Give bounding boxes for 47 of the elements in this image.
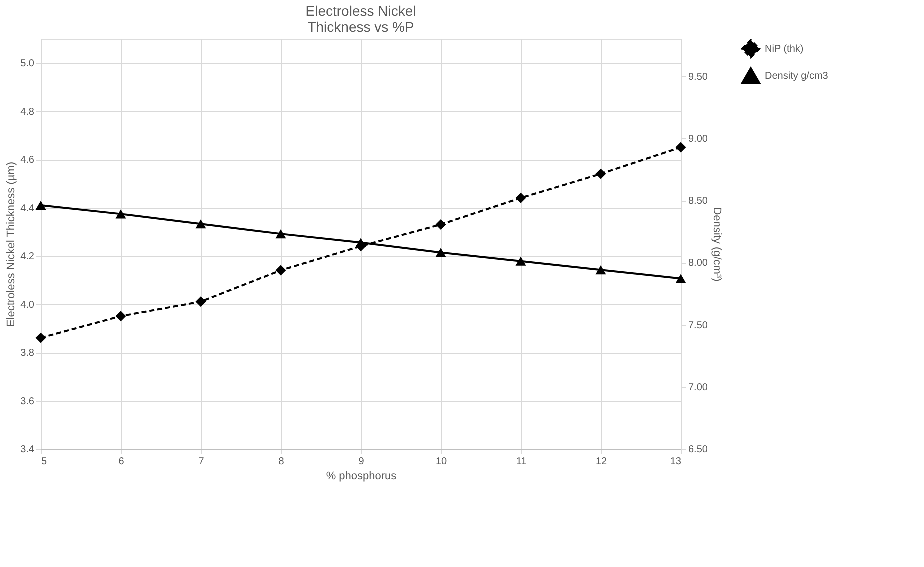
point [516, 192, 526, 204]
point [676, 142, 686, 153]
x-tick-label: 5 [42, 456, 48, 468]
legend-label: NiP (thk) [765, 44, 804, 55]
point [596, 168, 606, 180]
point [36, 332, 46, 344]
x-tick-label: 11 [516, 456, 528, 468]
point [116, 311, 126, 322]
y2-axis-title: Density (g/cm³) [710, 207, 723, 282]
x-tick-label: 12 [596, 456, 608, 468]
x-tick-label: 10 [436, 456, 448, 468]
point [596, 266, 606, 275]
y2-tick-label: 7.50 [688, 320, 708, 332]
y-tick-label: 4.4 [20, 203, 35, 214]
y-axis-title: Electroless Nickel Thickness (µm) [6, 162, 18, 328]
y2-tick-label: 6.50 [688, 444, 708, 456]
point [276, 265, 286, 276]
y-tick-label: 3.6 [20, 396, 35, 408]
point [436, 248, 446, 258]
point [436, 219, 446, 230]
x-tick-label: 13 [670, 456, 682, 468]
point [36, 200, 46, 210]
point [676, 274, 686, 284]
y2-tick-label: 8.50 [688, 196, 708, 208]
point [116, 210, 126, 219]
point [196, 220, 206, 229]
y-tick-label: 5.0 [20, 58, 35, 70]
y2-tick-label: 9.50 [688, 72, 708, 83]
y-tick-label: 4.8 [20, 106, 35, 118]
point [516, 256, 526, 266]
legend-label: Density g/cm3 [765, 71, 829, 82]
y-tick-label: 4.0 [20, 300, 35, 311]
chart-title: Electroless Nickel Thickness vs %P [306, 3, 416, 35]
y2-tick-label: 8.00 [688, 258, 708, 270]
y-tick-label: 4.6 [20, 155, 35, 166]
x-tick-label: 9 [358, 456, 365, 468]
y2-tick-label: 9.00 [688, 134, 708, 145]
y2-tick-label: 7.00 [688, 382, 708, 394]
x-tick-label: 8 [278, 456, 285, 468]
point [276, 230, 286, 239]
y-tick-label: 4.2 [20, 252, 35, 263]
x-axis-title: % phosphorus [326, 470, 398, 482]
x-tick-label: 7 [198, 456, 205, 468]
y-tick-label: 3.8 [20, 348, 35, 360]
y-tick-label: 3.4 [20, 444, 35, 456]
x-tick-label: 6 [118, 456, 125, 468]
point [196, 296, 206, 308]
